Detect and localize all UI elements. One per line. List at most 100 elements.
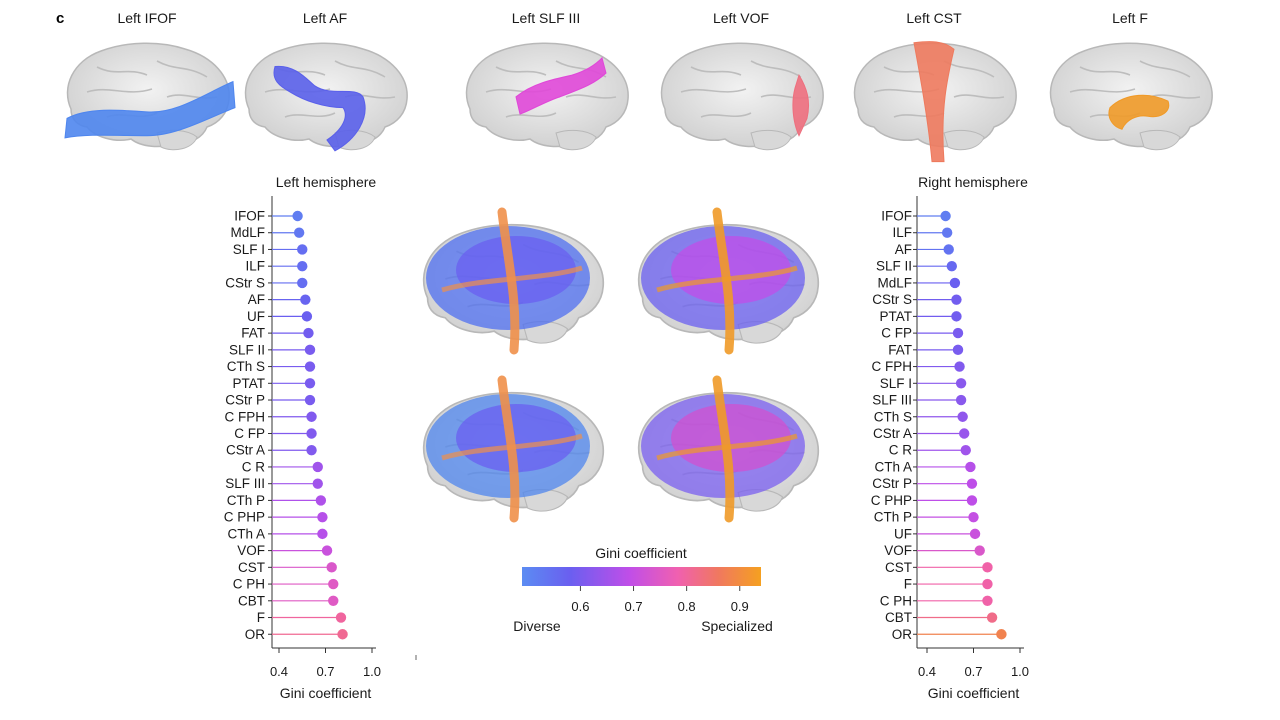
lollipop-row: MdLF bbox=[230, 225, 305, 240]
category-label: AF bbox=[895, 242, 912, 257]
category-label: CTh A bbox=[874, 459, 912, 474]
lollipop-row: C PH bbox=[233, 577, 339, 592]
category-label: VOF bbox=[884, 543, 912, 558]
lollipop-row: CBT bbox=[885, 610, 998, 625]
lollipop-row: CTh A bbox=[874, 459, 976, 474]
category-label: C R bbox=[242, 459, 266, 474]
lollipop-row: C FP bbox=[234, 426, 317, 441]
tract-title: Left AF bbox=[303, 10, 347, 26]
top-row-tracts: Left IFOF Left AF Left SLF III Left VOF Left… bbox=[64, 10, 1214, 163]
lollipop-row: SLF I bbox=[880, 376, 967, 391]
lollipop-row: CStr S bbox=[225, 275, 308, 290]
lollipop-row: F bbox=[904, 577, 993, 592]
tract-overlay bbox=[64, 80, 236, 139]
category-label: IFOF bbox=[881, 209, 912, 224]
tract-panel-5: Left CST bbox=[853, 10, 1018, 163]
chart-title: Right hemisphere bbox=[918, 174, 1028, 190]
chart-title: Left hemisphere bbox=[276, 174, 377, 190]
lollipop-dot bbox=[996, 629, 1007, 640]
category-label: SLF II bbox=[876, 259, 912, 274]
lollipop-dot bbox=[955, 394, 967, 406]
category-label: CBT bbox=[885, 610, 912, 625]
tract-title: Left SLF III bbox=[512, 10, 580, 26]
lollipop-row: UF bbox=[247, 309, 313, 324]
lollipop-row: VOF bbox=[237, 543, 333, 558]
category-label: CST bbox=[885, 560, 912, 575]
lollipop-dot bbox=[949, 277, 961, 289]
tract-panel-1: Left IFOF bbox=[64, 10, 236, 151]
tract-title: Left VOF bbox=[713, 10, 769, 26]
lollipop-row: CST bbox=[885, 560, 993, 575]
lollipop-row: OR bbox=[892, 627, 1007, 642]
lollipop-row: FAT bbox=[888, 342, 964, 357]
center-brain-2 bbox=[637, 207, 820, 355]
tract-panel-2: Left AF bbox=[244, 10, 409, 152]
fiber-overlay bbox=[641, 207, 805, 355]
x-tick-label: 0.7 bbox=[316, 664, 334, 679]
category-label: SLF III bbox=[872, 393, 912, 408]
category-label: CStr S bbox=[872, 292, 912, 307]
lollipop-row: ILF bbox=[245, 259, 308, 274]
lollipop-row: IFOF bbox=[234, 209, 303, 224]
lollipop-row: C PH bbox=[880, 593, 993, 608]
lollipop-row: IFOF bbox=[881, 209, 951, 224]
category-label: C FP bbox=[881, 326, 912, 341]
category-label: PTAT bbox=[880, 309, 913, 324]
x-tick-label: 0.4 bbox=[270, 664, 288, 679]
tract-overlay bbox=[792, 73, 810, 137]
lollipop-dot bbox=[293, 227, 305, 238]
colorbar-title: Gini coefficient bbox=[595, 545, 687, 561]
category-label: ILF bbox=[245, 259, 265, 274]
lollipop-row: CTh S bbox=[227, 359, 316, 374]
lollipop-row: AF bbox=[895, 242, 954, 257]
category-label: UF bbox=[894, 526, 912, 541]
lollipop-dot bbox=[946, 260, 957, 272]
lollipop-dot bbox=[317, 511, 328, 523]
center-brain-1 bbox=[422, 207, 605, 355]
lollipop-row: AF bbox=[248, 292, 311, 307]
lollipop-row: CStr A bbox=[873, 426, 970, 441]
lollipop-dot bbox=[982, 562, 993, 573]
center-brain-4 bbox=[637, 375, 820, 523]
lollipop-dot bbox=[306, 428, 317, 439]
lollipop-row: SLF III bbox=[225, 476, 323, 491]
lollipop-dot bbox=[300, 294, 311, 305]
category-label: OR bbox=[892, 627, 913, 642]
tract-panel-3: Left SLF III bbox=[465, 10, 630, 151]
lollipop-dot bbox=[306, 411, 317, 422]
gini-colorbar: Gini coefficient 0.6 0.7 0.8 0.9 Diverse Sp… bbox=[513, 545, 773, 634]
lollipop-row: CTh S bbox=[874, 409, 968, 424]
lollipop-dot bbox=[321, 545, 333, 556]
category-label: C R bbox=[889, 443, 913, 458]
category-label: CST bbox=[238, 560, 265, 575]
x-tick-label: 0.7 bbox=[964, 664, 982, 679]
tract-overlay bbox=[273, 65, 366, 152]
tract-title: Left F bbox=[1112, 10, 1148, 26]
lollipop-dot bbox=[312, 478, 323, 489]
lollipop-dot bbox=[297, 244, 308, 255]
category-label: CTh S bbox=[227, 359, 265, 374]
lollipop-row: PTAT bbox=[233, 376, 316, 391]
x-tick-label: 1.0 bbox=[363, 664, 381, 679]
category-label: C PHP bbox=[224, 510, 265, 525]
fiber-overlay bbox=[426, 375, 590, 523]
lollipop-row: CTh A bbox=[227, 526, 328, 541]
panel-letter: c bbox=[56, 10, 64, 27]
lollipop-dot bbox=[940, 210, 951, 222]
lollipop-dot bbox=[974, 545, 985, 556]
lollipop-dot bbox=[328, 578, 339, 590]
lollipop-dot bbox=[303, 327, 314, 339]
category-label: C FP bbox=[234, 426, 265, 441]
category-label: CStr P bbox=[872, 476, 912, 491]
lollipop-row: C PHP bbox=[224, 510, 328, 525]
colorbar-tick-label: 0.6 bbox=[571, 599, 589, 614]
category-label: CTh A bbox=[227, 526, 265, 541]
tract-overlay bbox=[1108, 94, 1170, 130]
lollipop-dot bbox=[952, 327, 964, 339]
x-tick-label: 1.0 bbox=[1011, 664, 1029, 679]
category-label: CTh P bbox=[874, 510, 912, 525]
category-label: UF bbox=[247, 309, 265, 324]
lollipop-dot bbox=[954, 361, 965, 372]
